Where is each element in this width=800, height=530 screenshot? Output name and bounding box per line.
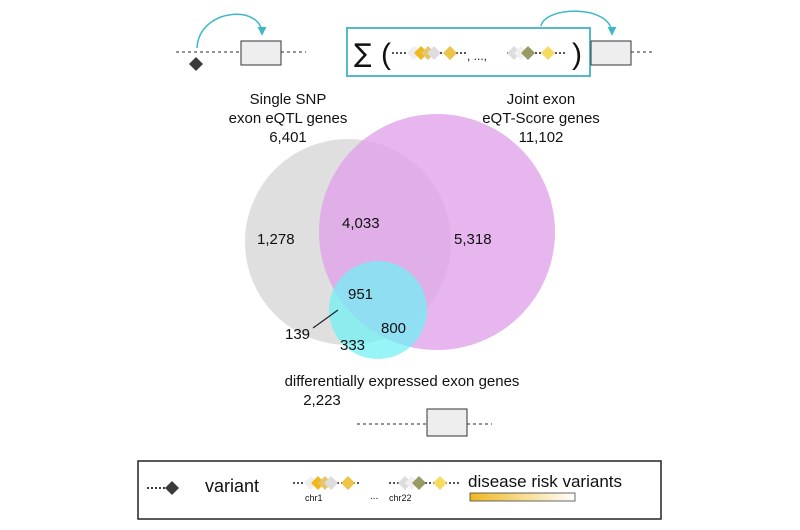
legend-chr22-label: chr22 — [389, 493, 412, 503]
formula-box — [346, 27, 591, 77]
diff-title: differentially expressed exon genes — [252, 372, 552, 391]
single-snp-total: 6,401 — [269, 129, 307, 146]
close-paren: ) — [572, 38, 582, 71]
joint-total: 11,102 — [518, 129, 564, 146]
legend-dots: ... — [370, 491, 379, 502]
count-diff-only: 333 — [340, 337, 366, 354]
risk-gradient-bar — [469, 492, 576, 502]
diff-total: 2,223 — [303, 392, 341, 409]
legend-risk-label: disease risk variants — [468, 472, 623, 491]
pointer-line-139 — [312, 309, 339, 329]
joint-title: Joint exon eQT-Score genes 11,102 — [462, 90, 620, 147]
diff-title-line: differentially expressed exon genes — [284, 373, 520, 390]
count-single-joint: 4,033 — [342, 215, 380, 232]
legend-box — [137, 460, 662, 520]
legend — [137, 460, 662, 520]
count-single-diff: 139 — [285, 326, 311, 343]
count-joint-diff: 800 — [381, 320, 407, 337]
count-all-three: 951 — [348, 286, 374, 303]
regulation-arrow — [540, 10, 617, 36]
legend-variant-label: variant — [205, 476, 260, 496]
single-snp-title-line1: Single SNP — [249, 91, 327, 108]
gene-box — [240, 40, 282, 66]
gene-box — [426, 408, 468, 437]
variant-diamond — [189, 57, 203, 71]
single-snp-title: Single SNP exon eQTL genes 6,401 — [202, 90, 374, 147]
joint-score-schematic — [346, 10, 655, 77]
differentially-expressed-circle — [329, 261, 427, 359]
legend-variant-icon — [165, 481, 179, 495]
joint-title-line1: Joint exon — [506, 91, 576, 108]
gene-box — [590, 40, 632, 66]
single-snp-schematic — [176, 13, 306, 71]
sum-symbol: ∑ — [354, 39, 372, 69]
diff-exon-schematic — [357, 408, 492, 437]
single-snp-title-line2: exon eQTL genes — [228, 110, 348, 127]
count-single-only: 1,278 — [257, 231, 295, 248]
legend-chr1-label: chr1 — [305, 493, 323, 503]
open-paren: ( — [381, 38, 391, 71]
joint-title-line2: eQT-Score genes — [482, 110, 600, 127]
regulation-arrow — [196, 13, 267, 49]
formula-ellipsis: , ..., — [467, 49, 487, 63]
count-joint-only: 5,318 — [454, 231, 492, 248]
